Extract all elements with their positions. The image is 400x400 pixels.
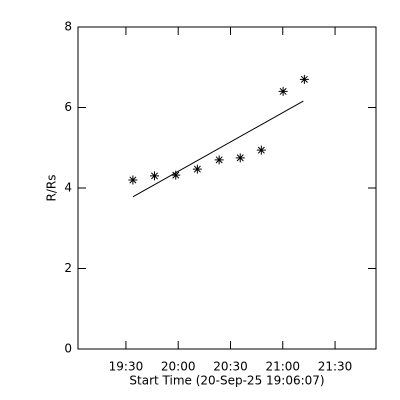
y-tick-label: 2 — [64, 261, 72, 275]
marker — [256, 145, 266, 155]
marker — [299, 74, 309, 84]
y-tick-label: 0 — [64, 342, 72, 356]
marker — [278, 86, 288, 96]
marker — [150, 171, 160, 181]
y-tick-label: 4 — [64, 181, 72, 195]
marker — [235, 153, 245, 163]
fit-line — [132, 100, 304, 198]
x-tick-label: 20:30 — [213, 360, 248, 374]
y-tick-label: 8 — [64, 20, 72, 34]
marker — [192, 164, 202, 174]
x-tick-label: 19:30 — [109, 360, 144, 374]
y-axis-label: R/Rs — [45, 175, 59, 202]
x-tick-label: 20:00 — [161, 360, 196, 374]
x-axis-label: Start Time (20-Sep-25 19:06:07) — [129, 374, 324, 388]
x-tick-label: 21:00 — [265, 360, 300, 374]
marker — [214, 155, 224, 165]
marker — [128, 175, 138, 185]
plot-frame — [77, 26, 377, 350]
x-tick-label: 21:30 — [318, 360, 353, 374]
y-tick-label: 6 — [64, 100, 72, 114]
marker — [171, 170, 181, 180]
